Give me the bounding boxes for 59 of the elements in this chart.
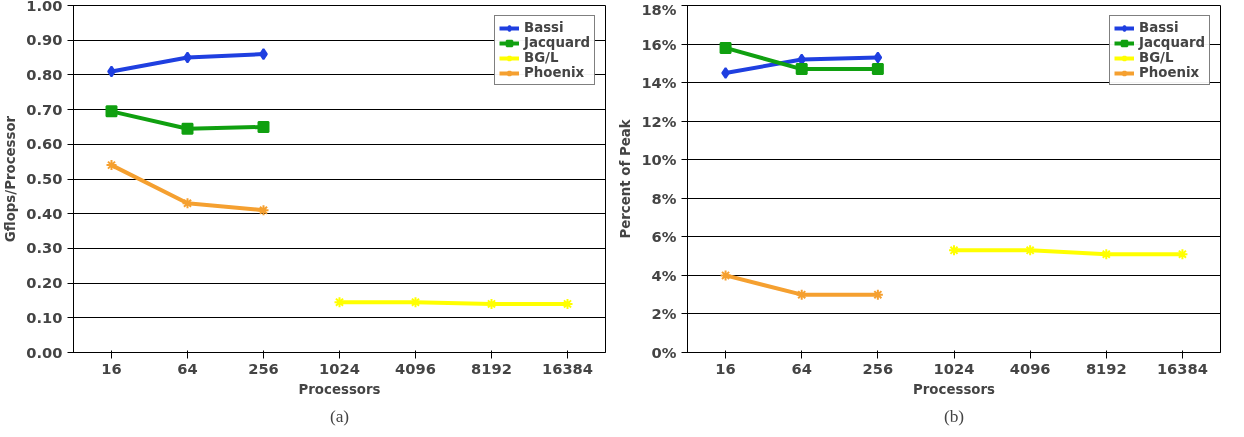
legend-label: Bassi bbox=[1139, 20, 1179, 35]
y-tick-label: 16% bbox=[641, 35, 677, 53]
point bbox=[105, 105, 118, 118]
y-tick-label: 14% bbox=[641, 74, 677, 92]
x-tick-label: 4096 bbox=[395, 359, 436, 377]
legend-label: Jacquard bbox=[1139, 35, 1205, 50]
y-tick-label: 1.00 bbox=[26, 0, 63, 14]
text: (b) bbox=[943, 406, 965, 426]
y-tick-label: 10% bbox=[641, 151, 677, 169]
x-axis-title: Processors bbox=[298, 381, 381, 397]
x-tick-label: 16384 bbox=[1156, 359, 1208, 377]
point bbox=[873, 51, 883, 64]
x-tick-label: 8192 bbox=[1085, 359, 1127, 377]
x-tick-label: 1024 bbox=[933, 359, 975, 377]
x-tick-label: 16384 bbox=[542, 359, 594, 377]
y-tick-label: 0.40 bbox=[26, 204, 63, 222]
y-axis-title: Percent of Peak bbox=[618, 118, 634, 239]
y-tick-label: 12% bbox=[641, 112, 677, 130]
y-axis-title: Gflops/Processor bbox=[3, 115, 19, 243]
x-tick-label: 64 bbox=[791, 359, 812, 377]
y-tick-label: 0.20 bbox=[26, 274, 63, 292]
point bbox=[795, 63, 808, 76]
legend-label: Phoenix bbox=[524, 65, 585, 80]
y-tick-label: 8% bbox=[651, 189, 677, 207]
x-tick-label: 16 bbox=[715, 359, 736, 377]
legend-label: Phoenix bbox=[1139, 65, 1200, 80]
y-tick-label: 0.30 bbox=[26, 239, 63, 257]
point bbox=[871, 63, 884, 76]
text: (a) bbox=[329, 406, 350, 426]
x-axis-title: Processors bbox=[913, 381, 996, 397]
x-tick-label: 16 bbox=[101, 359, 122, 377]
legend-label: Jacquard bbox=[524, 35, 590, 50]
y-tick-label: 2% bbox=[651, 305, 677, 323]
y-tick-label: 0% bbox=[651, 344, 677, 361]
point bbox=[257, 204, 270, 217]
x-tick-label: 1024 bbox=[319, 359, 360, 377]
x-tick-label: 256 bbox=[248, 359, 279, 377]
x-tick-label: 8192 bbox=[471, 359, 512, 377]
y-tick-label: 0.50 bbox=[26, 170, 63, 187]
point bbox=[257, 120, 270, 133]
y-tick-label: 0.70 bbox=[26, 100, 63, 118]
y-tick-label: 0.60 bbox=[26, 135, 63, 153]
point bbox=[948, 244, 960, 257]
x-tick-label: 4096 bbox=[1009, 359, 1051, 377]
y-tick-label: 0.10 bbox=[26, 308, 63, 326]
legend-label: BG/L bbox=[1139, 50, 1174, 65]
legend-label: Bassi bbox=[524, 20, 564, 35]
x-tick-label: 64 bbox=[177, 359, 198, 377]
x-tick-label: 256 bbox=[862, 359, 894, 377]
point bbox=[181, 122, 194, 135]
y-tick-label: 0.90 bbox=[26, 31, 63, 49]
y-tick-label: 18% bbox=[641, 0, 677, 18]
y-tick-label: 0.00 bbox=[26, 343, 63, 361]
y-tick-label: 4% bbox=[651, 266, 677, 284]
point bbox=[719, 41, 732, 54]
y-tick-label: 6% bbox=[651, 228, 677, 246]
point bbox=[719, 269, 732, 282]
y-tick-label: 0.80 bbox=[26, 65, 63, 83]
legend-label: BG/L bbox=[524, 50, 559, 65]
